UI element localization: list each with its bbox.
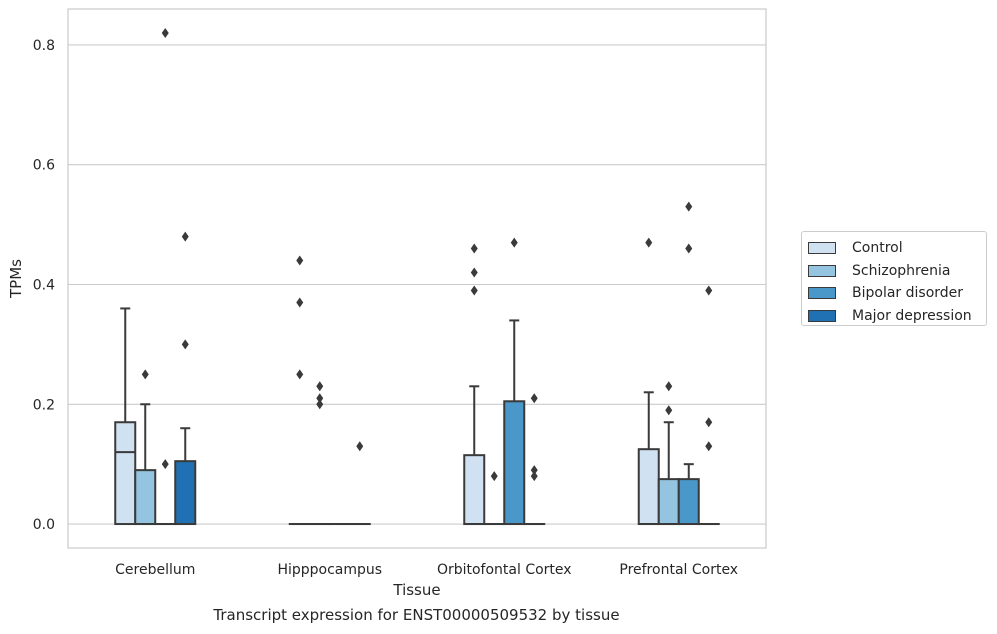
outlier-point xyxy=(530,471,538,482)
outlier-point xyxy=(685,243,693,254)
box-body xyxy=(637,448,660,526)
box-body xyxy=(677,478,700,526)
chart-legend: Control Schizophrenia Bipolar disorder M… xyxy=(801,231,987,326)
legend-item-bipolar-disorder: Bipolar disorder xyxy=(808,282,986,305)
outlier-point xyxy=(296,297,304,308)
outlier-point xyxy=(470,243,478,254)
box-body xyxy=(657,478,680,526)
box-control xyxy=(114,307,137,526)
y-axis-label: TPMs xyxy=(7,259,25,299)
box-schizophrenia xyxy=(657,421,680,526)
legend-label: Bipolar disorder xyxy=(852,285,964,302)
x-tick-label: Hipppocampus xyxy=(277,562,382,578)
outlier-point xyxy=(316,381,324,392)
outlier-point xyxy=(705,441,713,452)
figure-caption: Transcript expression for ENST0000050953… xyxy=(213,606,620,624)
x-tick-label: Prefrontal Cortex xyxy=(619,562,738,578)
legend-swatch xyxy=(808,287,836,300)
box-body xyxy=(174,460,197,526)
outlier-point xyxy=(490,471,498,482)
outlier-point xyxy=(705,417,713,428)
x-tick-label: Cerebellum xyxy=(115,562,195,578)
outlier-point xyxy=(296,369,304,380)
outlier-point xyxy=(665,381,673,392)
boxes xyxy=(114,307,720,526)
legend-swatch xyxy=(808,242,836,255)
x-axis-label: Tissue xyxy=(392,581,440,599)
outlier-point xyxy=(665,405,673,416)
x-tick-label: Orbitofontal Cortex xyxy=(437,562,572,578)
box-bipolar-disorder xyxy=(503,319,526,526)
outlier-point xyxy=(356,441,364,452)
box-body xyxy=(463,454,486,526)
outlier-point xyxy=(316,399,324,410)
legend-swatch xyxy=(808,309,836,322)
outlier-point xyxy=(141,369,149,380)
y-tick-labels: 0.0 0.2 0.4 0.6 0.8 xyxy=(33,38,55,533)
outlier-point xyxy=(685,201,693,212)
x-tick-labels: Cerebellum Hipppocampus Orbitofontal Corte… xyxy=(115,562,738,578)
y-tick-label: 0.8 xyxy=(33,38,55,54)
box-control xyxy=(637,391,660,526)
outlier-point xyxy=(181,231,189,242)
outlier-point xyxy=(510,237,518,248)
y-tick-label: 0.6 xyxy=(33,158,55,174)
y-tick-label: 0.4 xyxy=(33,277,55,293)
legend-item-control: Control xyxy=(808,237,986,260)
plot-frame xyxy=(67,8,767,549)
outlier-point xyxy=(470,285,478,296)
outlier-point xyxy=(470,267,478,278)
outlier-point xyxy=(161,459,169,470)
outliers xyxy=(141,27,713,482)
box-body xyxy=(503,400,526,526)
box-control xyxy=(463,385,486,526)
outlier-point xyxy=(645,237,653,248)
box-body xyxy=(134,469,157,526)
outlier-point xyxy=(181,339,189,350)
legend-swatch xyxy=(808,264,836,277)
outlier-point xyxy=(530,465,538,476)
legend-label: Schizophrenia xyxy=(852,262,951,279)
outlier-point xyxy=(705,285,713,296)
box-bipolar-disorder xyxy=(677,463,700,526)
box-schizophrenia xyxy=(134,403,157,526)
grid-lines xyxy=(68,44,766,525)
legend-label: Major depression xyxy=(852,307,972,324)
legend-label: Control xyxy=(852,240,903,257)
box-body xyxy=(114,421,137,526)
y-tick-label: 0.0 xyxy=(33,517,55,533)
outlier-point xyxy=(296,255,304,266)
outlier-point xyxy=(161,27,169,38)
outlier-point xyxy=(530,393,538,404)
y-tick-label: 0.2 xyxy=(33,397,55,413)
legend-item-major-depression: Major depression xyxy=(808,305,986,328)
legend-item-schizophrenia: Schizophrenia xyxy=(808,260,986,283)
box-major-depression xyxy=(174,427,197,526)
outlier-point xyxy=(316,393,324,404)
